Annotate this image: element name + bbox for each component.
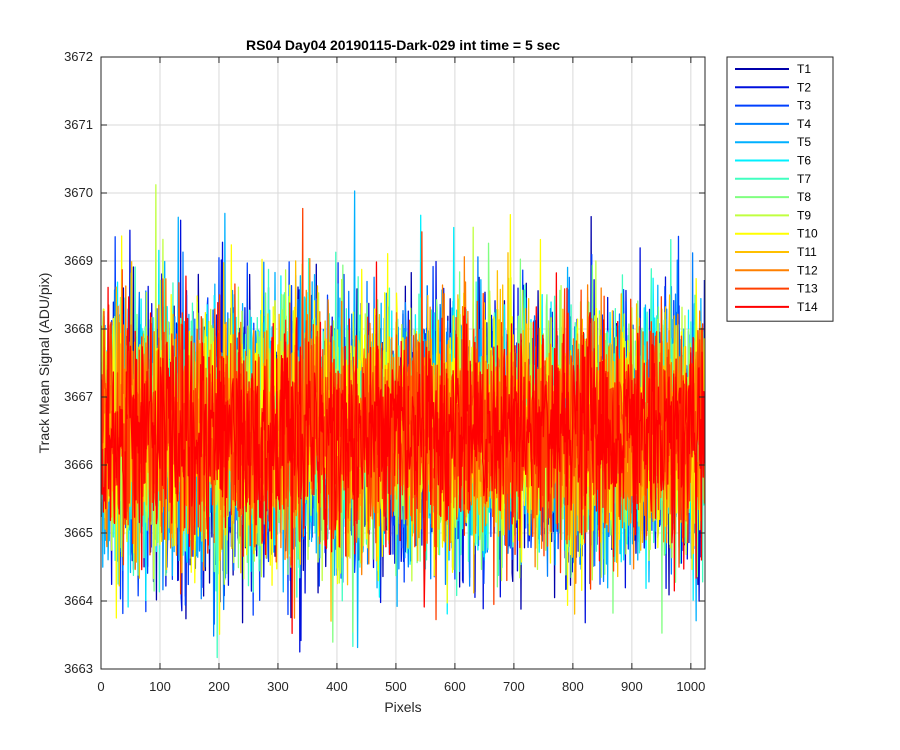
series-line-t14 <box>101 261 705 635</box>
y-tick-label: 3665 <box>64 525 93 540</box>
x-tick-label: 800 <box>562 679 584 694</box>
legend-box <box>726 56 834 322</box>
legend-label: T8 <box>797 190 811 204</box>
plot-box <box>100 56 706 670</box>
y-tick-label: 3670 <box>64 185 93 200</box>
x-tick-label: 1000 <box>676 679 705 694</box>
x-tick-label: 300 <box>267 679 289 694</box>
legend: T1 T2 T3 T4 T5 T6 T7 T8 T9 T10 T11 T12 T13 T14 <box>726 56 834 322</box>
legend-label: T11 <box>797 245 817 259</box>
x-tick-label: 500 <box>385 679 407 694</box>
legend-label: T12 <box>797 263 818 277</box>
legend-label: T13 <box>797 282 818 296</box>
x-tick-label: 200 <box>208 679 230 694</box>
legend-label: T10 <box>797 227 818 241</box>
x-tick-label: 100 <box>149 679 171 694</box>
legend-label: T4 <box>797 117 811 131</box>
legend-label: T3 <box>797 99 811 113</box>
y-tick-label: 3663 <box>64 661 93 676</box>
x-tick-label: 900 <box>621 679 643 694</box>
legend-label: T1 <box>797 62 811 76</box>
legend-label: T9 <box>797 208 811 222</box>
axis-ticks: 0 100 200 300 400 500 600 700 800 900 1000 3663 3664… <box>64 49 705 694</box>
y-tick-label: 3667 <box>64 389 93 404</box>
y-tick-label: 3672 <box>64 49 93 64</box>
y-tick-label: 3669 <box>64 253 93 268</box>
legend-label: T6 <box>797 154 811 168</box>
legend-label: T5 <box>797 135 811 149</box>
x-tick-label: 700 <box>503 679 525 694</box>
y-tick-label: 3664 <box>64 593 93 608</box>
y-tick-label: 3671 <box>64 117 93 132</box>
y-tick-label: 3668 <box>64 321 93 336</box>
legend-label: T2 <box>797 80 811 94</box>
y-axis-label: Track Mean Signal (ADU/pix) <box>36 273 52 454</box>
x-tick-label: 400 <box>326 679 348 694</box>
y-tick-label: 3666 <box>64 457 93 472</box>
legend-label: T14 <box>797 300 818 314</box>
x-axis-label: Pixels <box>384 699 421 715</box>
x-tick-label: 600 <box>444 679 466 694</box>
legend-label: T7 <box>797 172 811 186</box>
x-tick-label: 0 <box>97 679 104 694</box>
chart-title: RS04 Day04 20190115-Dark-029 int time = … <box>246 37 560 53</box>
series-lines <box>101 184 705 659</box>
